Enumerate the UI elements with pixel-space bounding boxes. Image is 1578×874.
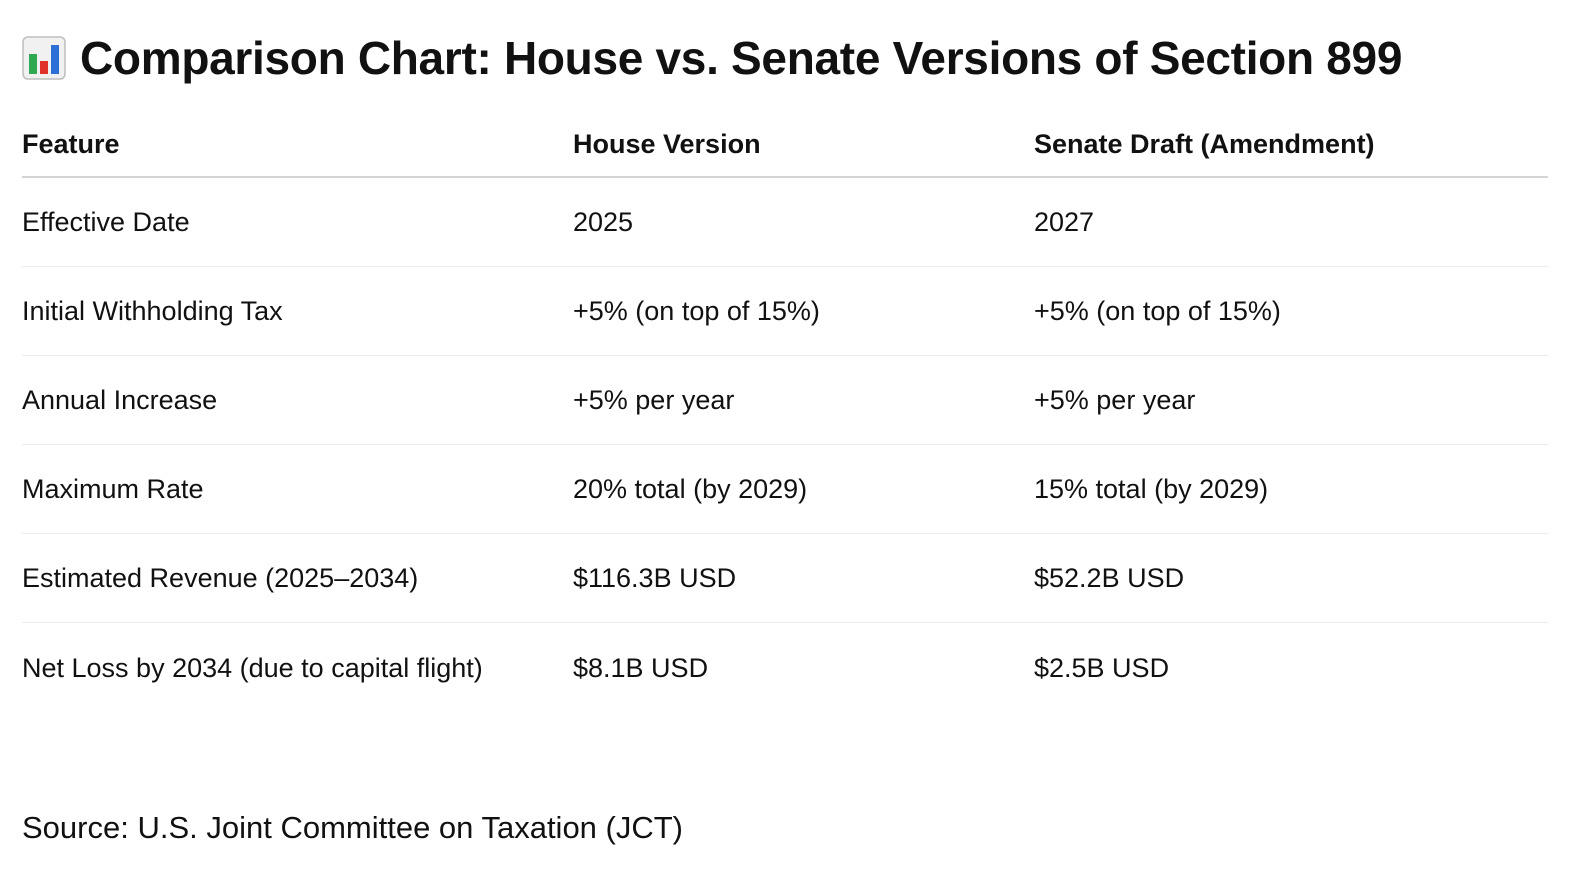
senate-cell: +5% per year (1034, 355, 1548, 445)
senate-cell: $52.2B USD (1034, 533, 1548, 623)
table-row: Net Loss by 2034 (due to capital flight)… (22, 623, 1548, 745)
page-title: Comparison Chart: House vs. Senate Versi… (80, 32, 1403, 84)
senate-cell: 2027 (1034, 177, 1548, 267)
table-row: Estimated Revenue (2025–2034) $116.3B US… (22, 533, 1548, 623)
feature-cell: Maximum Rate (22, 444, 573, 534)
senate-cell: 15% total (by 2029) (1034, 444, 1548, 534)
column-header-feature: Feature (22, 112, 573, 178)
house-cell: $116.3B USD (573, 533, 1034, 623)
column-header-house-version: House Version (573, 112, 1034, 178)
house-cell: 20% total (by 2029) (573, 444, 1034, 534)
senate-cell: $2.5B USD (1034, 653, 1170, 683)
senate-cell: +5% (on top of 15%) (1034, 266, 1548, 356)
feature-cell: Annual Increase (22, 355, 573, 445)
house-cell: $8.1B USD (573, 653, 709, 683)
feature-cell: Estimated Revenue (2025–2034) (22, 533, 573, 623)
house-cell: 2025 (573, 177, 1034, 267)
table-row: Maximum Rate 20% total (by 2029) 15% tot… (22, 444, 1548, 534)
feature-cell: Net Loss by 2034 (due to capital flight) (22, 653, 483, 683)
title-row: Comparison Chart: House vs. Senate Versi… (22, 30, 1402, 86)
house-cell: +5% (on top of 15%) (573, 266, 1034, 356)
table-row: Effective Date 2025 2027 (22, 177, 1548, 267)
feature-cell: Initial Withholding Tax (22, 266, 573, 356)
bar-chart-icon (22, 36, 66, 80)
column-header-senate-draft: Senate Draft (Amendment) (1034, 112, 1548, 178)
feature-cell: Effective Date (22, 177, 573, 267)
source-note: Source: U.S. Joint Committee on Taxation… (22, 810, 684, 845)
table-row: Initial Withholding Tax +5% (on top of 1… (22, 266, 1548, 356)
house-cell: +5% per year (573, 355, 1034, 445)
table-row: Annual Increase +5% per year +5% per yea… (22, 355, 1548, 445)
table-header-row: Feature House Version Senate Draft (Amen… (22, 112, 1548, 178)
comparison-table: Feature House Version Senate Draft (Amen… (22, 112, 1548, 744)
